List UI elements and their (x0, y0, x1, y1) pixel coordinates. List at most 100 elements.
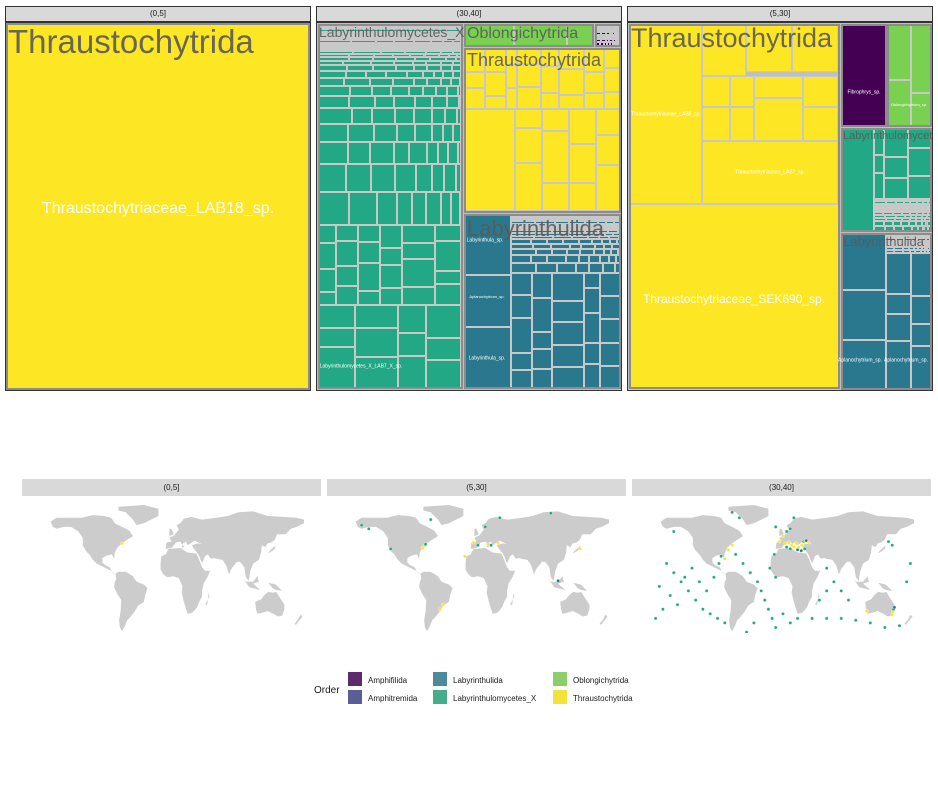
treemap-tile (374, 123, 398, 142)
treemap-tile (395, 56, 415, 61)
treemap-tile (608, 235, 620, 240)
treemap-tile (887, 210, 897, 213)
sample-point (839, 616, 843, 621)
treemap-tile (413, 40, 431, 43)
treemap-tile (894, 247, 903, 250)
map-strip-5-30: (5,30] (327, 479, 626, 496)
sample-point (388, 547, 393, 551)
treemap-tile (614, 28, 618, 31)
treemap-tile (531, 273, 553, 298)
treemap-tile (535, 221, 556, 224)
sample-point (770, 616, 774, 621)
order-label: Labyrinthulida (467, 216, 604, 241)
treemap-tile (511, 223, 536, 226)
sample-point (795, 548, 800, 552)
treemap-tile (457, 141, 461, 165)
treemap-tile (903, 210, 910, 213)
treemap-tile (402, 225, 436, 244)
treemap-tile (605, 34, 610, 37)
treemap-tile (376, 44, 401, 47)
treemap-tile (902, 217, 910, 222)
sample-point (824, 616, 829, 621)
treemap-tile (874, 212, 884, 215)
land-polygon (599, 614, 608, 625)
treemap-tile (347, 65, 374, 71)
treemap-tile (874, 199, 885, 202)
treemap-tile (921, 247, 925, 250)
sample-point (683, 575, 687, 579)
treemap-tile (413, 77, 427, 86)
treemap-tile (373, 65, 396, 71)
treemap-group-frame (629, 24, 840, 389)
treemap-tile (430, 29, 446, 32)
treemap-tile (552, 273, 585, 301)
treemap-tile (606, 221, 615, 224)
treemap-tile (345, 70, 366, 78)
treemap-tile (915, 249, 921, 253)
treemap-tile (886, 293, 911, 315)
treemap-tile (583, 219, 596, 222)
treemap-tile (511, 228, 534, 231)
sample-point (712, 575, 716, 579)
treemap-tile (886, 314, 911, 341)
treemap-tile (448, 42, 460, 45)
treemap-tile (532, 225, 549, 229)
sample-point (787, 540, 791, 545)
leaf-label: Labyrinthula_sp. (466, 237, 504, 244)
treemap-tile (511, 219, 536, 222)
treemap-tile (552, 300, 585, 323)
sample-point (744, 630, 749, 633)
treemap-tile (803, 106, 838, 141)
sample-point (708, 612, 712, 616)
treemap-tile (903, 201, 911, 204)
treemap-tile (601, 25, 606, 29)
treemap-tile (426, 305, 461, 338)
treemap-tile (426, 65, 441, 71)
treemap-tile (893, 236, 902, 239)
legend-title: Order (314, 685, 340, 696)
treemap-tile (753, 76, 804, 99)
treemap-tile (605, 32, 610, 35)
treemap-tile (582, 223, 594, 226)
treemap-tile (355, 305, 398, 329)
treemap-tile (409, 53, 425, 57)
treemap-tile (895, 238, 904, 241)
treemap-tile (394, 141, 410, 165)
leaf-label: Aplanochytrium_sp. (469, 294, 505, 299)
treemap-tile (598, 230, 608, 233)
treemap-tile (344, 35, 374, 39)
treemap-tile (588, 228, 603, 231)
treemap-tile (753, 98, 804, 141)
treemap-strip-30-40: (30,40] (316, 6, 622, 22)
treemap-tile (874, 221, 884, 226)
treemap-tile (886, 249, 895, 253)
treemap-tile (371, 164, 396, 192)
treemap-tile (916, 221, 923, 226)
treemap-tile (895, 214, 905, 218)
treemap-tile (919, 205, 924, 208)
sample-point (471, 540, 476, 545)
treemap-tile (531, 297, 553, 333)
treemap-tile (410, 35, 427, 39)
treemap-group-frame (595, 24, 621, 47)
treemap-tile (905, 240, 912, 243)
treemap-tile (915, 207, 921, 211)
land-polygon (815, 592, 820, 605)
treemap-tile (603, 223, 614, 226)
treemap-tile (886, 240, 897, 243)
treemap-tile (610, 36, 614, 40)
treemap-tile (426, 77, 442, 86)
treemap-tile (902, 212, 911, 215)
sample-point (420, 546, 425, 550)
treemap-tile (448, 141, 458, 165)
treemap-tile (448, 44, 460, 47)
treemap-tile (909, 247, 914, 250)
land-polygon (877, 541, 887, 554)
treemap-tile (702, 141, 838, 204)
treemap-tile (606, 219, 616, 222)
sample-point (773, 575, 778, 579)
treemap-tile (907, 236, 913, 239)
treemap-tile (584, 230, 599, 233)
treemap-tile (422, 42, 436, 45)
treemap-tile (335, 225, 359, 242)
